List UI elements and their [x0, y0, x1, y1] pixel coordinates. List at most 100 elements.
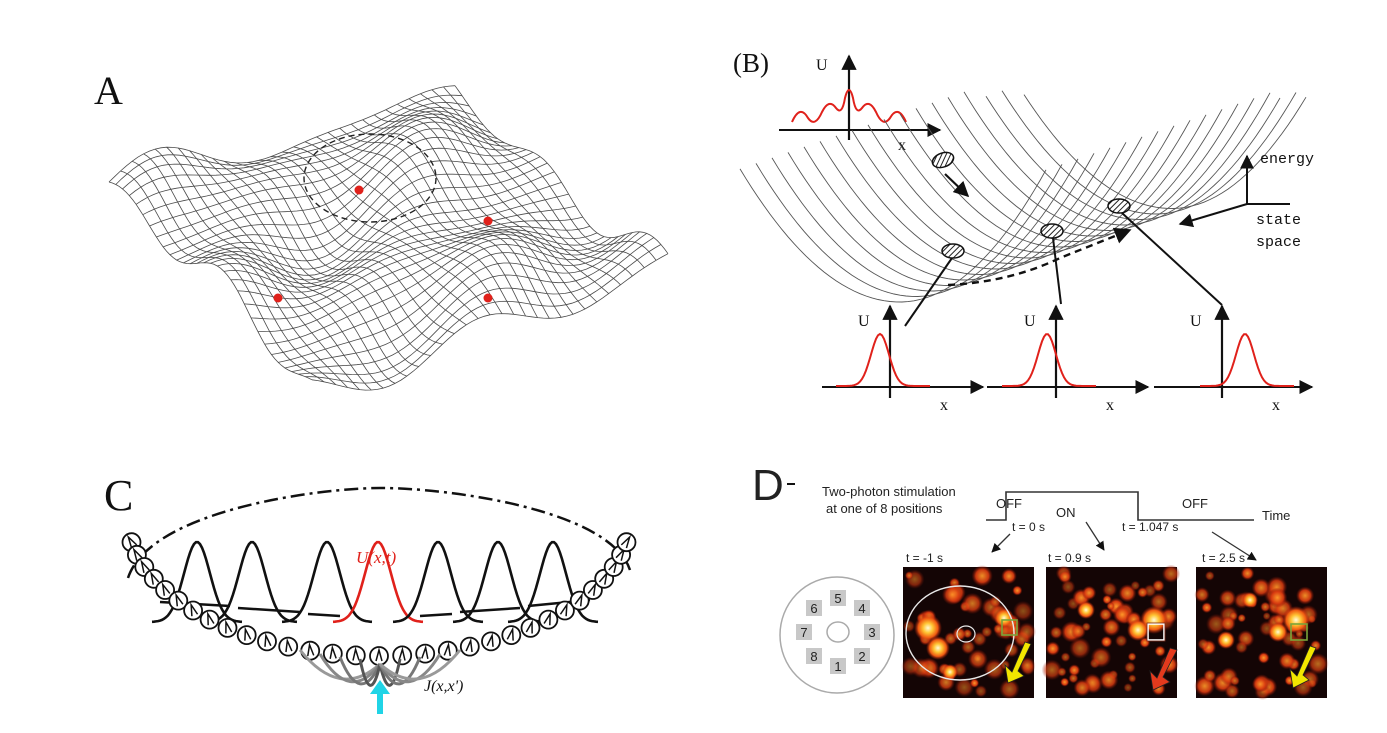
neuron-unit [437, 640, 458, 661]
red-arrow-icon [1149, 647, 1178, 691]
neuron-unit [300, 640, 321, 661]
neuron-unit [199, 609, 220, 630]
energy-landscape-mesh [108, 85, 669, 391]
svg-text:2: 2 [858, 649, 865, 664]
imaging-frame-3 [1194, 566, 1329, 701]
position-box: 8 [806, 648, 822, 664]
svg-text:1: 1 [834, 659, 841, 674]
attractor-dot [483, 293, 493, 303]
yellow-arrow-icon [1289, 645, 1317, 689]
bump-profile-right: U x [1154, 304, 1314, 414]
neuron-unit [520, 618, 541, 638]
connection-arcs [298, 649, 462, 687]
neuron-unit [538, 609, 559, 630]
falling-arrow [944, 173, 970, 198]
on-label: ON [1056, 505, 1076, 520]
position-box: 5 [830, 590, 846, 606]
position-box: 4 [854, 600, 870, 616]
attractor-dot [483, 216, 493, 226]
stimulus-timeline [986, 491, 1254, 521]
bump-u-label: U(x,t) [356, 548, 396, 567]
position-box: 1 [830, 658, 846, 674]
axis-u-label: U [858, 313, 870, 330]
axis-u-label: U [1190, 313, 1202, 330]
neuron-unit [155, 580, 176, 600]
bump-profile-middle: U x [987, 304, 1150, 414]
stim-text-1: Two-photon stimulation [822, 484, 956, 499]
panel-d: D Two-photon stimulation at one of 8 pos… [752, 461, 1329, 701]
position-box: 7 [796, 624, 812, 640]
position-box: 6 [806, 600, 822, 616]
neuron-unit [569, 590, 590, 611]
axis-x-label: x [898, 137, 906, 154]
attractor-dot [354, 185, 364, 195]
space-label: space [1256, 234, 1301, 251]
svg-text:3: 3 [868, 625, 875, 640]
svg-text:7: 7 [800, 625, 807, 640]
neuron-unit [616, 532, 637, 553]
yellow-arrow-icon [1004, 641, 1032, 684]
neuron-unit [481, 631, 501, 652]
axis-u-label: U [1024, 313, 1036, 330]
connector-line [1121, 212, 1223, 306]
frame-time-label: t = 2.5 s [1202, 551, 1245, 565]
connector-line [904, 257, 953, 327]
neuron-unit [392, 645, 413, 666]
imaging-frame-1 [901, 565, 1037, 700]
neuron-unit [168, 590, 189, 611]
attractor-dot [273, 293, 283, 303]
svg-text:5: 5 [834, 591, 841, 606]
panel-b-label: (B) [733, 48, 769, 78]
panel-a: A [94, 68, 669, 391]
neuron-unit [236, 625, 257, 645]
neuron-unit [217, 618, 238, 638]
neuron-unit [257, 631, 277, 652]
neuron-unit [415, 643, 436, 664]
frame-time-label: t = -1 s [906, 551, 943, 565]
neuron-unit [322, 643, 343, 664]
neuron-unit [345, 645, 366, 666]
imaging-frame-2 [1041, 564, 1181, 698]
off-label-1: OFF [996, 496, 1022, 511]
neuron-unit [555, 600, 575, 621]
panel-b: (B) U x energy state space [733, 48, 1314, 414]
neuron-unit [459, 636, 480, 657]
neuron-unit [369, 646, 389, 666]
state-ball [931, 151, 955, 169]
axis-x-label: x [1106, 397, 1114, 414]
svg-text:4: 4 [858, 601, 865, 616]
svg-text:6: 6 [810, 601, 817, 616]
stim-text-2: at one of 8 positions [826, 501, 943, 516]
axis-x-label: x [1272, 397, 1280, 414]
panel-c: C U(x,t) J(x,x') [104, 471, 637, 714]
neuron-unit [183, 600, 204, 621]
panel-a-label: A [94, 68, 123, 113]
axis-x-label: x [940, 397, 948, 414]
svg-text:8: 8 [810, 649, 817, 664]
stimulation-positions-diagram: 5 432 1 876 [779, 576, 895, 694]
panel-d-label: D [752, 461, 784, 510]
neuron-unit [501, 625, 522, 645]
bump-profile-top: U x [779, 54, 942, 154]
state-ball [1040, 223, 1064, 239]
state-label: state [1256, 212, 1301, 229]
energy-state-axes: energy state space [1178, 151, 1314, 251]
state-ball [1107, 198, 1131, 214]
t1047-label: t = 1.047 s [1122, 520, 1178, 534]
input-arrow [370, 680, 390, 714]
bump-profile-left: U x [822, 304, 985, 414]
coupling-j-label: J(x,x') [424, 678, 463, 695]
t0-label: t = 0 s [1012, 520, 1045, 534]
frame-time-label: t = 0.9 s [1048, 551, 1091, 565]
panel-c-label: C [104, 471, 133, 520]
basin-dashed-circle [303, 133, 437, 223]
ring-dashed-arc [126, 486, 632, 579]
neuron-unit [278, 636, 299, 657]
position-box: 3 [864, 624, 880, 640]
energy-label: energy [1260, 151, 1314, 168]
time-label: Time [1262, 508, 1290, 523]
energy-landscape-curves [739, 90, 1307, 303]
state-ball [941, 243, 965, 259]
off-label-2: OFF [1182, 496, 1208, 511]
